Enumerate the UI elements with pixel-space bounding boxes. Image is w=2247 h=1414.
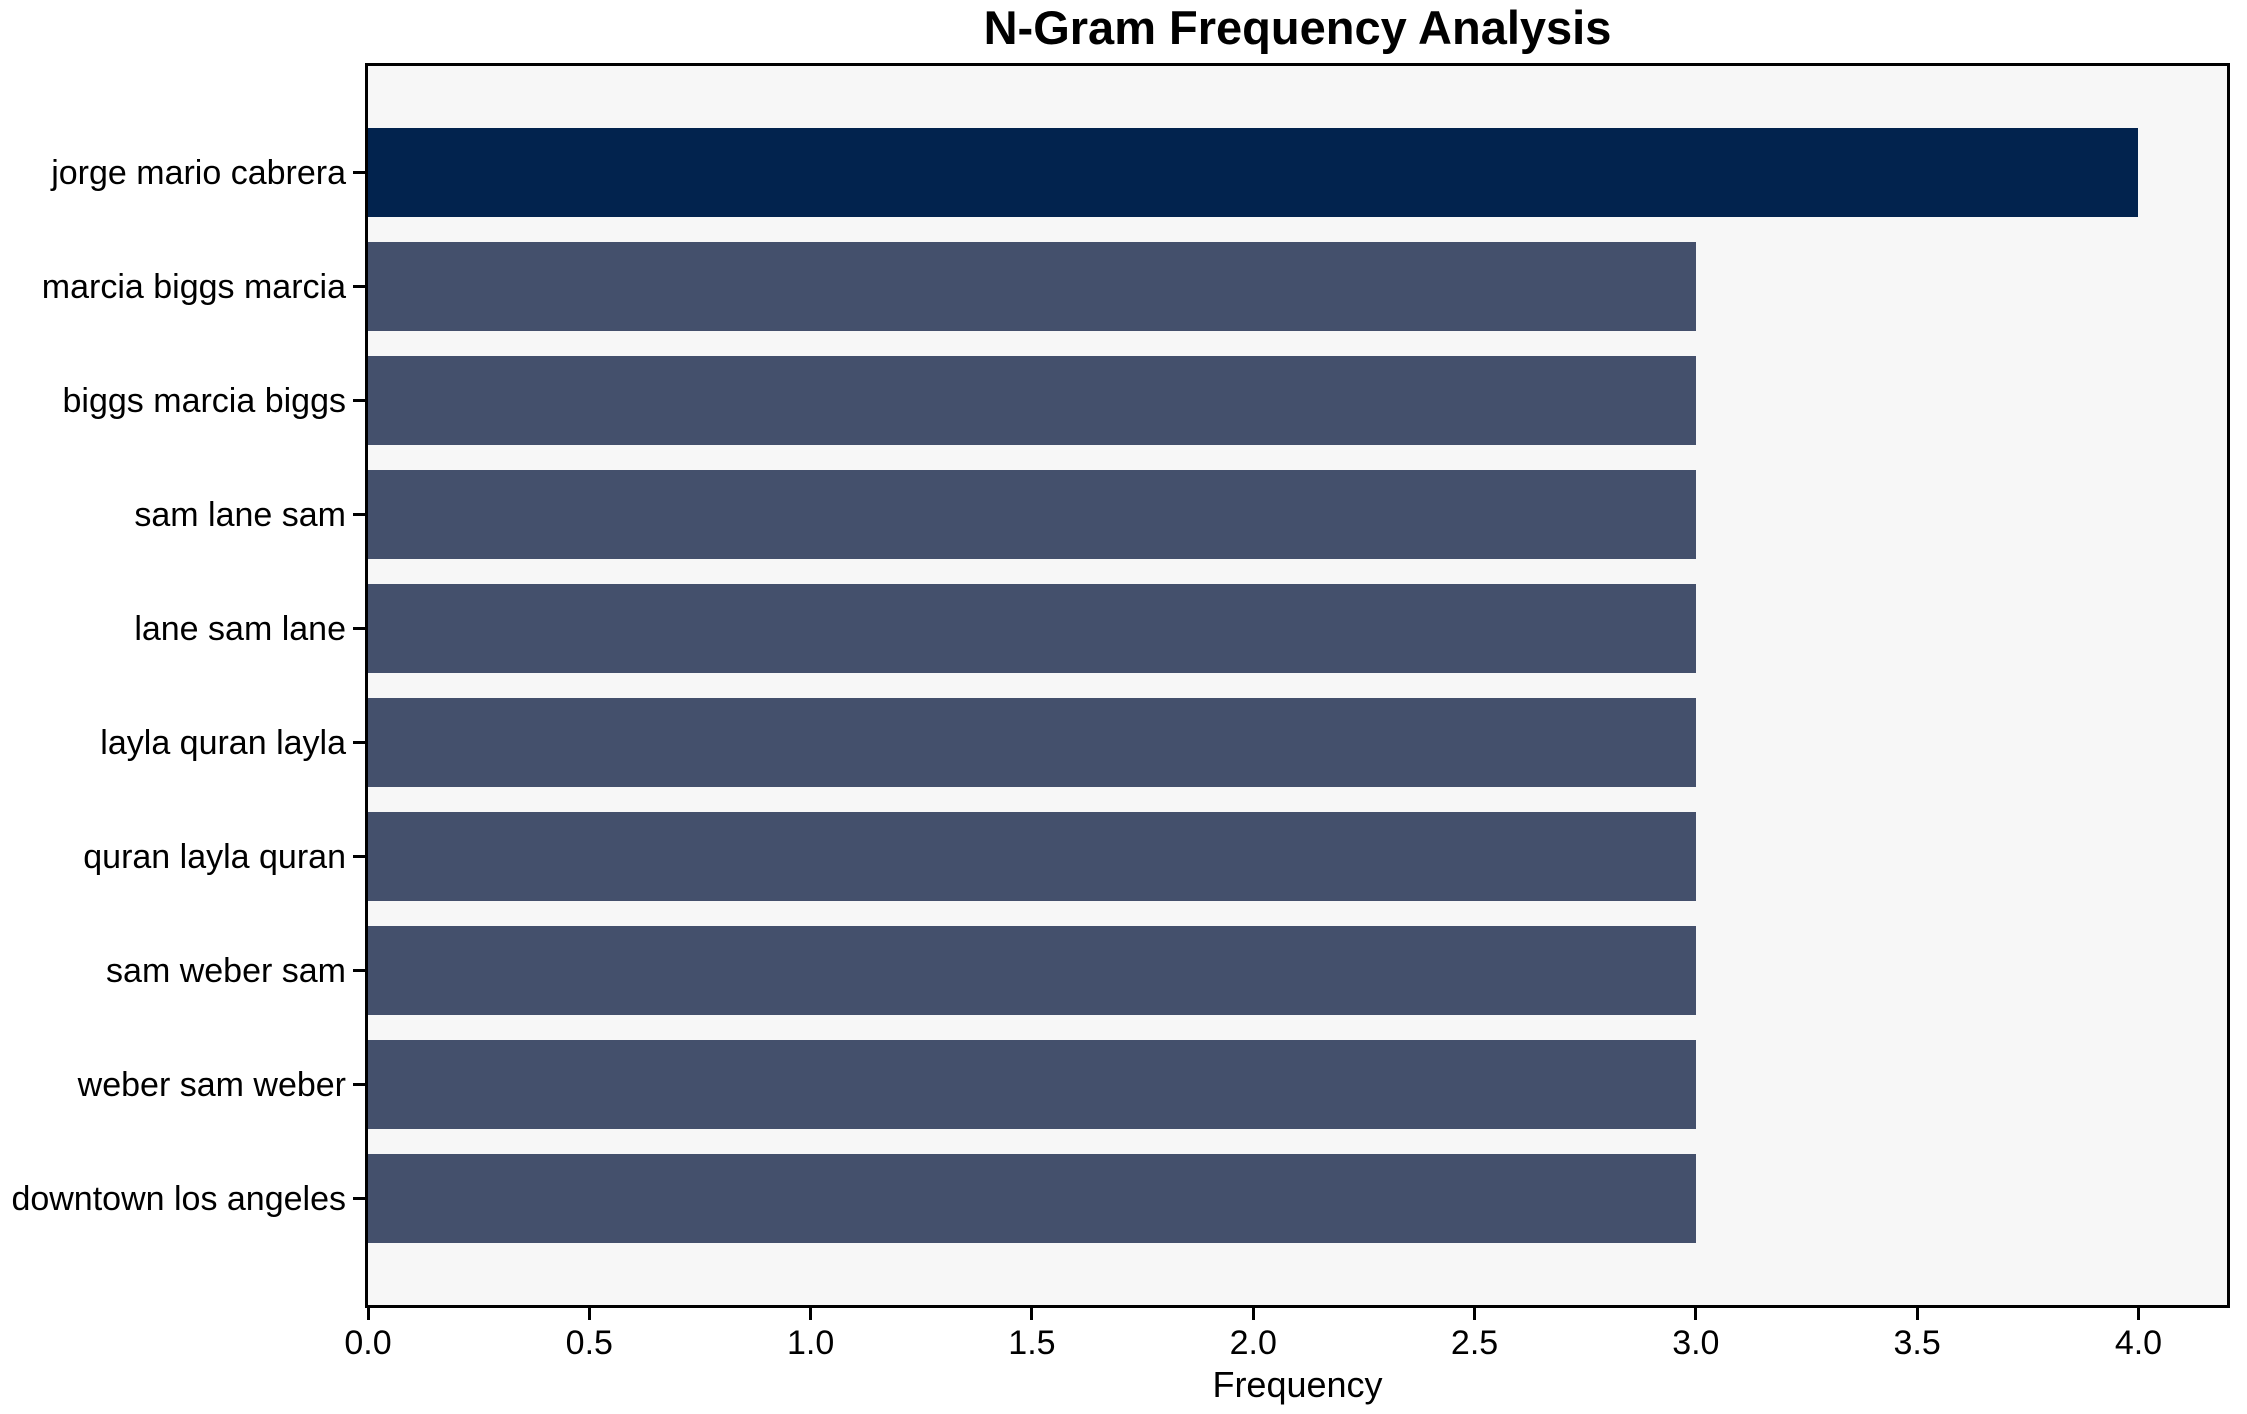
y-tick <box>353 855 365 858</box>
y-tick-label: downtown los angeles <box>11 1179 346 1218</box>
y-tick-label: marcia biggs marcia <box>41 267 346 306</box>
bar <box>368 1040 1696 1129</box>
x-tick <box>2136 1308 2140 1320</box>
bar <box>368 242 1696 331</box>
x-tick-label: 3.0 <box>1672 1324 1720 1362</box>
bar <box>368 926 1696 1015</box>
y-tick <box>353 741 365 744</box>
y-tick-label: sam lane sam <box>134 495 346 534</box>
x-tick-label: 0.0 <box>344 1324 392 1362</box>
y-tick-label: sam weber sam <box>106 951 346 990</box>
bar <box>368 128 2139 217</box>
y-tick-label: biggs marcia biggs <box>62 381 346 420</box>
x-tick <box>366 1308 370 1320</box>
x-tick-label: 2.0 <box>1229 1324 1277 1362</box>
plot-area <box>365 63 2230 1308</box>
y-tick <box>353 285 365 288</box>
bar <box>368 698 1696 787</box>
y-tick-label: quran layla quran <box>83 837 346 876</box>
y-tick <box>353 1197 365 1200</box>
y-tick-label: lane sam lane <box>134 609 346 648</box>
bar <box>368 470 1696 559</box>
y-tick-label: jorge mario cabrera <box>51 153 346 192</box>
y-tick <box>353 1083 365 1086</box>
x-tick <box>1915 1308 1919 1320</box>
x-tick-label: 1.5 <box>1008 1324 1056 1362</box>
y-tick <box>353 969 365 972</box>
x-tick <box>587 1308 591 1320</box>
x-tick-label: 1.0 <box>786 1324 835 1362</box>
bar <box>368 1154 1696 1243</box>
chart-title: N-Gram Frequency Analysis <box>983 1 1612 54</box>
bar <box>368 584 1696 673</box>
y-tick <box>353 171 365 174</box>
x-tick-label: 0.5 <box>565 1324 613 1362</box>
x-tick <box>1694 1308 1698 1320</box>
x-tick-label: 2.5 <box>1450 1324 1499 1362</box>
x-tick-label: 4.0 <box>2114 1324 2163 1362</box>
y-tick-label: layla quran layla <box>100 723 346 762</box>
x-tick <box>809 1308 813 1320</box>
x-tick <box>1251 1308 1255 1320</box>
x-tick <box>1030 1308 1034 1320</box>
x-tick <box>1473 1308 1477 1320</box>
x-axis-title: Frequency <box>1212 1364 1383 1405</box>
y-tick <box>353 399 365 402</box>
y-tick <box>353 513 365 516</box>
y-tick <box>353 627 365 630</box>
x-tick-label: 3.5 <box>1893 1324 1941 1362</box>
y-tick-label: weber sam weber <box>77 1065 346 1104</box>
bar <box>368 356 1696 445</box>
bar <box>368 812 1696 901</box>
